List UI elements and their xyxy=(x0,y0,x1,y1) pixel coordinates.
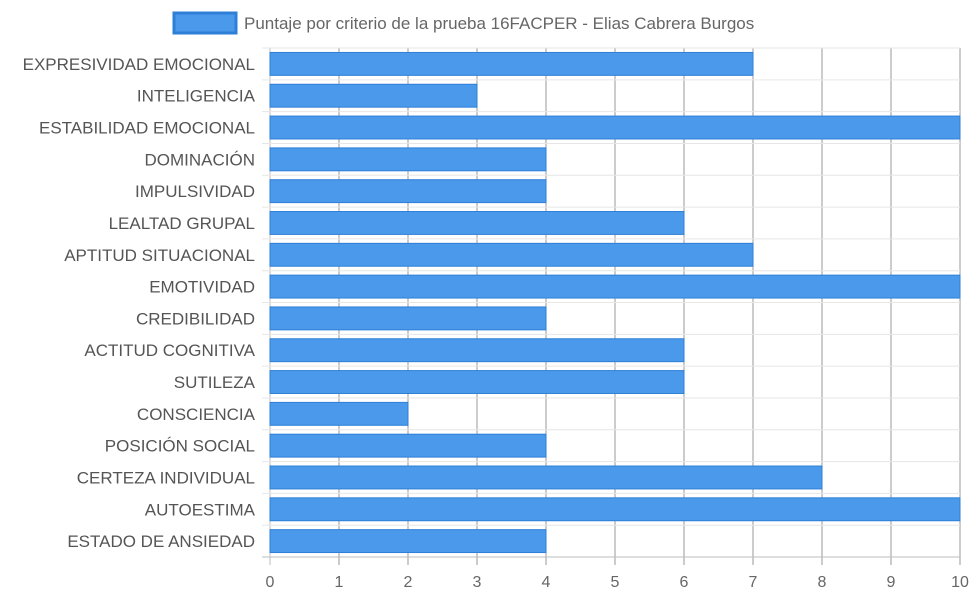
category-label: SUTILEZA xyxy=(174,373,256,392)
bar[interactable] xyxy=(269,497,961,522)
bar[interactable] xyxy=(269,147,547,172)
bar[interactable] xyxy=(269,338,685,363)
x-tick-label: 5 xyxy=(611,574,620,591)
bar[interactable] xyxy=(269,529,547,554)
category-label: AUTOESTIMA xyxy=(145,500,256,519)
category-label: CERTEZA INDIVIDUAL xyxy=(77,468,255,487)
x-tick-label: 1 xyxy=(335,574,344,591)
bar[interactable] xyxy=(269,179,547,204)
x-tick-label: 2 xyxy=(404,574,413,591)
bar[interactable] xyxy=(269,306,547,331)
bar[interactable] xyxy=(269,401,409,426)
category-label: APTITUD SITUACIONAL xyxy=(64,246,255,265)
bar[interactable] xyxy=(269,83,478,108)
category-label: EMOTIVIDAD xyxy=(149,278,255,297)
x-tick-label: 10 xyxy=(951,574,969,591)
legend-swatch[interactable] xyxy=(172,11,238,35)
bar[interactable] xyxy=(269,242,754,267)
bar[interactable] xyxy=(269,51,754,76)
x-tick-label: 7 xyxy=(749,574,758,591)
bar[interactable] xyxy=(269,274,961,299)
bar[interactable] xyxy=(269,370,685,394)
bars xyxy=(269,51,961,554)
category-labels: EXPRESIVIDAD EMOCIONAL INTELIGENCIA ESTABI… xyxy=(23,55,256,551)
x-tick-label: 8 xyxy=(818,574,827,591)
category-label: EXPRESIVIDAD EMOCIONAL xyxy=(23,55,255,74)
category-label: ESTABILIDAD EMOCIONAL xyxy=(39,119,255,138)
bar[interactable] xyxy=(269,465,823,490)
legend-label[interactable]: Puntaje por criterio de la prueba 16FACP… xyxy=(244,14,754,33)
category-label: ESTADO DE ANSIEDAD xyxy=(67,532,255,551)
category-label: DOMINACIÓN xyxy=(145,150,256,169)
category-label: CREDIBILIDAD xyxy=(136,309,255,328)
category-label: IMPULSIVIDAD xyxy=(135,182,255,201)
category-label: LEALTAD GRUPAL xyxy=(109,214,255,233)
category-label: CONSCIENCIA xyxy=(137,405,256,424)
x-tick-label: 6 xyxy=(680,574,689,591)
category-label: INTELIGENCIA xyxy=(137,87,256,106)
category-label: POSICIÓN SOCIAL xyxy=(105,437,255,456)
x-tick-label: 0 xyxy=(266,574,275,591)
x-axis-ticks: 0 1 2 3 4 5 6 7 8 9 10 xyxy=(266,574,969,591)
bar[interactable] xyxy=(269,211,685,235)
legend[interactable]: Puntaje por criterio de la prueba 16FACP… xyxy=(172,11,754,35)
x-tick-label: 4 xyxy=(542,574,551,591)
x-tick-label: 3 xyxy=(473,574,482,591)
bar[interactable] xyxy=(269,433,547,458)
x-tick-label: 9 xyxy=(887,574,896,591)
category-label: ACTITUD COGNITIVA xyxy=(84,341,255,360)
bar[interactable] xyxy=(269,115,961,140)
